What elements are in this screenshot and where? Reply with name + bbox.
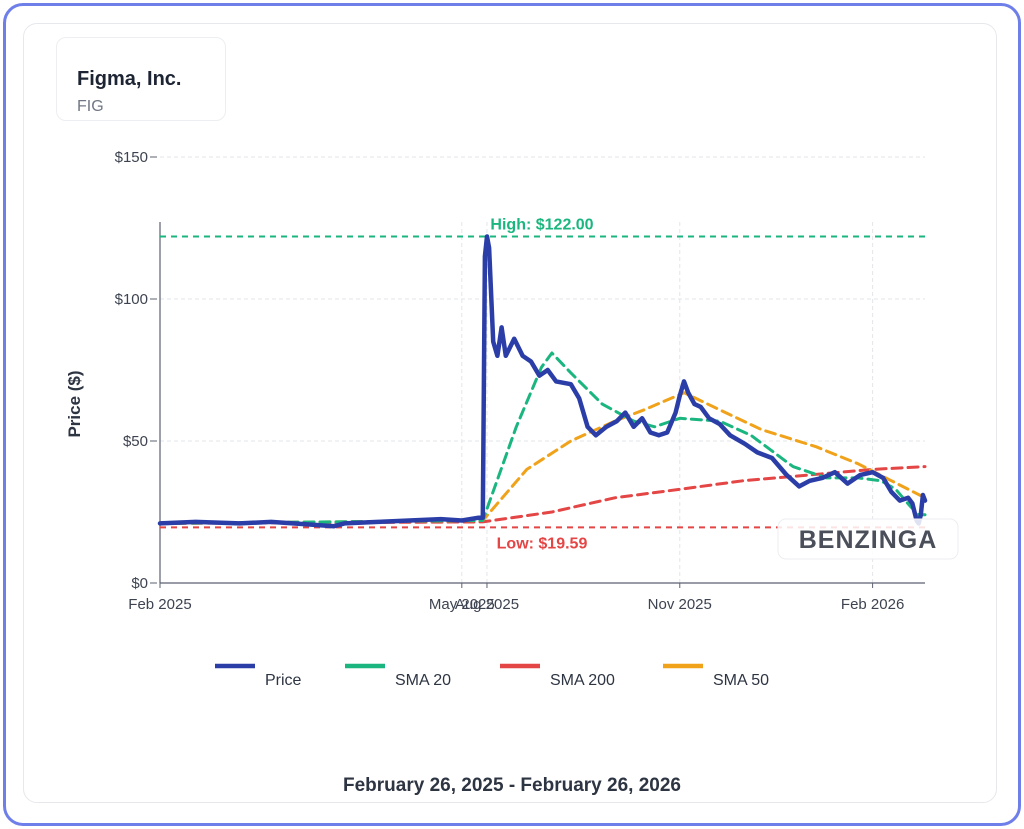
high-label: High: $122.00 xyxy=(490,217,593,234)
series-price-line xyxy=(157,234,928,529)
y-tick-label: $50 xyxy=(123,433,148,450)
company-name: Figma, Inc. xyxy=(77,68,182,90)
x-tick-label: Feb 2026 xyxy=(841,596,904,613)
watermark-box xyxy=(777,518,959,560)
y-tick-label: $100 xyxy=(115,291,148,308)
series-sma-50-line xyxy=(158,391,927,525)
watermark: BENZINGA xyxy=(777,518,959,560)
low-label: Low: $19.59 xyxy=(497,535,588,552)
series-lines xyxy=(157,234,928,529)
reference-lines: High: $122.00 Low: $19.59 xyxy=(160,217,925,552)
legend-label-sma-200: SMA 200 xyxy=(550,672,615,689)
legend: Price SMA 20 SMA 200 SMA 50 xyxy=(215,663,769,689)
title-box: Figma, Inc. FIG xyxy=(56,37,226,121)
legend-label-sma-50: SMA 50 xyxy=(713,672,769,689)
y-tick-label: $150 xyxy=(115,149,148,166)
date-range: February 26, 2025 - February 26, 2026 xyxy=(343,775,681,796)
watermark-text: BENZINGA xyxy=(799,526,938,554)
legend-label-price: Price xyxy=(265,672,302,689)
x-tick-label: May 2025 xyxy=(429,596,495,613)
chart-card xyxy=(23,23,997,803)
legend-label-sma-20: SMA 20 xyxy=(395,672,451,689)
x-tick-label: Nov 2025 xyxy=(648,596,712,613)
series-sma-200-line xyxy=(158,465,927,525)
ticker-symbol: FIG xyxy=(77,98,104,115)
y-axis-label: Price ($) xyxy=(65,370,84,437)
series-sma-20-line xyxy=(158,351,927,525)
x-tick-label: Feb 2025 xyxy=(128,596,191,613)
y-tick-label: $0 xyxy=(131,575,148,592)
x-tick-label: Aug 2025 xyxy=(455,596,519,613)
